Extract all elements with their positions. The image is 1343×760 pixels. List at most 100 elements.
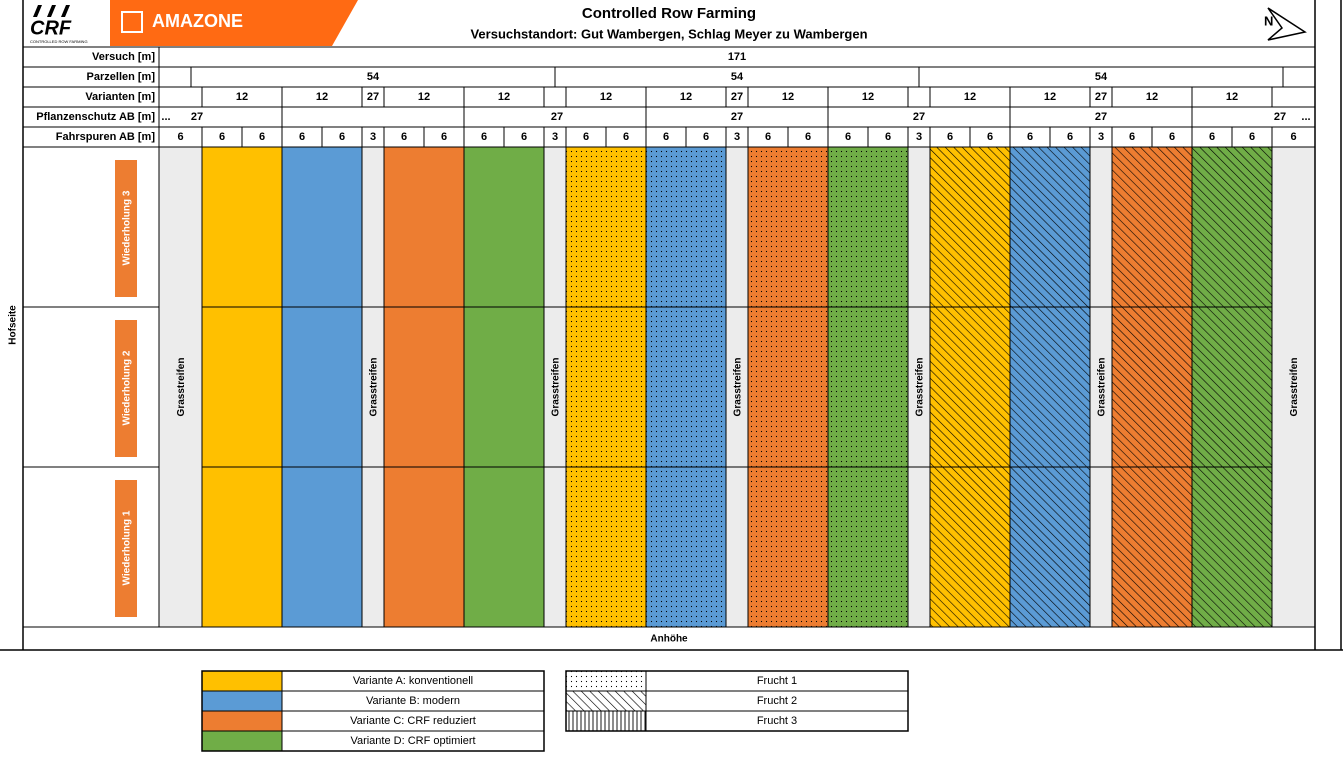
repetition-label: Wiederholung 2 (122, 350, 133, 425)
plot-pattern (748, 147, 828, 627)
legend-frame (201, 670, 545, 752)
cell-value: 27 (913, 111, 925, 123)
cell-value: 6 (765, 131, 771, 143)
crf-logo: CRF CONTROLLED ROW FARMING (30, 5, 88, 44)
repetition-box (115, 480, 137, 617)
legend-label: Frucht 3 (757, 715, 797, 727)
cell-value: 27 (1095, 91, 1107, 103)
grass-strip (362, 147, 384, 627)
plot (464, 147, 544, 627)
cell-value: 12 (236, 91, 248, 103)
cell-value: 12 (600, 91, 612, 103)
legend-swatch (565, 690, 647, 712)
row-label: Versuch [m] (92, 51, 155, 63)
grass-strip (544, 147, 566, 627)
row-label: Parzellen [m] (87, 71, 156, 83)
cell-value: 6 (177, 131, 183, 143)
cell-value: 12 (316, 91, 328, 103)
cell-value: 6 (1209, 131, 1215, 143)
cell-value: ... (1301, 111, 1310, 123)
cell-value: 27 (731, 91, 743, 103)
cell-value: 6 (441, 131, 447, 143)
cell-value: 6 (1290, 131, 1296, 143)
legend-label: Variante A: konventionell (353, 675, 473, 687)
north-arrow (1267, 7, 1307, 41)
crf-logo-text: CRF (30, 17, 72, 39)
cell-value: 54 (367, 71, 380, 83)
grass-strip (159, 147, 202, 627)
strip-label: Grasstreifen (915, 358, 926, 417)
cell-value: 27 (1274, 111, 1286, 123)
cell-value: 6 (259, 131, 265, 143)
legend-label: Frucht 2 (757, 695, 797, 707)
cell-value: 3 (552, 131, 558, 143)
strip-label: Grasstreifen (733, 358, 744, 417)
strip-label: Grasstreifen (176, 358, 187, 417)
crf-logo-sub: CONTROLLED ROW FARMING (30, 39, 88, 44)
cell-value: 27 (1095, 111, 1107, 123)
legend-label: Variante C: CRF reduziert (350, 715, 476, 727)
cell-value: 6 (1129, 131, 1135, 143)
title: Controlled Row Farming (582, 5, 756, 22)
cell-value: 171 (728, 51, 746, 63)
cell-value: 6 (1067, 131, 1073, 143)
repetition-label: Wiederholung 3 (122, 190, 133, 265)
cell-value: 6 (947, 131, 953, 143)
cell-value: 6 (481, 131, 487, 143)
repetition-box (115, 320, 137, 457)
repetition-label: Wiederholung 1 (122, 510, 133, 585)
cell-value: 27 (191, 111, 203, 123)
cell-value: 3 (1098, 131, 1104, 143)
cell-value: 12 (1044, 91, 1056, 103)
cell-value: 12 (498, 91, 510, 103)
cell-value: 6 (885, 131, 891, 143)
grass-strip (908, 147, 930, 627)
cell-value: 3 (370, 131, 376, 143)
cell-value: 6 (401, 131, 407, 143)
cell-value: 27 (731, 111, 743, 123)
plot-pattern (828, 147, 908, 627)
cell-value: 12 (680, 91, 692, 103)
cell-value: 12 (964, 91, 976, 103)
plot-pattern (930, 147, 1010, 627)
cell-value: 12 (418, 91, 430, 103)
cell-value: 6 (1169, 131, 1175, 143)
strip-label: Grasstreifen (1289, 358, 1300, 417)
plot (282, 147, 362, 627)
legend-swatch (201, 710, 283, 732)
legend-label: Variante D: CRF optimiert (350, 735, 475, 747)
cell-value: 3 (734, 131, 740, 143)
legend-label: Variante B: modern (366, 695, 460, 707)
legend-label: Frucht 1 (757, 675, 797, 687)
cell-value: 54 (731, 71, 744, 83)
cell-value: 12 (862, 91, 874, 103)
cell-value: 27 (367, 91, 379, 103)
cell-value: 12 (1226, 91, 1238, 103)
amazone-banner (110, 0, 358, 46)
amazone-logo: AMAZONE (152, 11, 243, 31)
repetition-box (115, 160, 137, 297)
cell-value: 12 (1146, 91, 1158, 103)
amazone-icon (121, 11, 143, 33)
cell-value: 27 (551, 111, 563, 123)
cell-value: 6 (987, 131, 993, 143)
cell-value: 6 (663, 131, 669, 143)
legend-frame (565, 670, 909, 732)
strip-label: Grasstreifen (1097, 358, 1108, 417)
cell-value: 6 (583, 131, 589, 143)
cell-value: 6 (623, 131, 629, 143)
plot (202, 147, 282, 627)
cell-value: 3 (916, 131, 922, 143)
north-label: N (1264, 13, 1273, 28)
plot-pattern (1192, 147, 1272, 627)
plot-pattern (646, 147, 726, 627)
cell-value: 6 (703, 131, 709, 143)
cell-value: 6 (1249, 131, 1255, 143)
strip-label: Grasstreifen (369, 358, 380, 417)
cell-value: 6 (845, 131, 851, 143)
cell-value: 6 (219, 131, 225, 143)
legend-swatch (201, 730, 283, 752)
cell-value: 6 (1027, 131, 1033, 143)
strip-label: Grasstreifen (551, 358, 562, 417)
